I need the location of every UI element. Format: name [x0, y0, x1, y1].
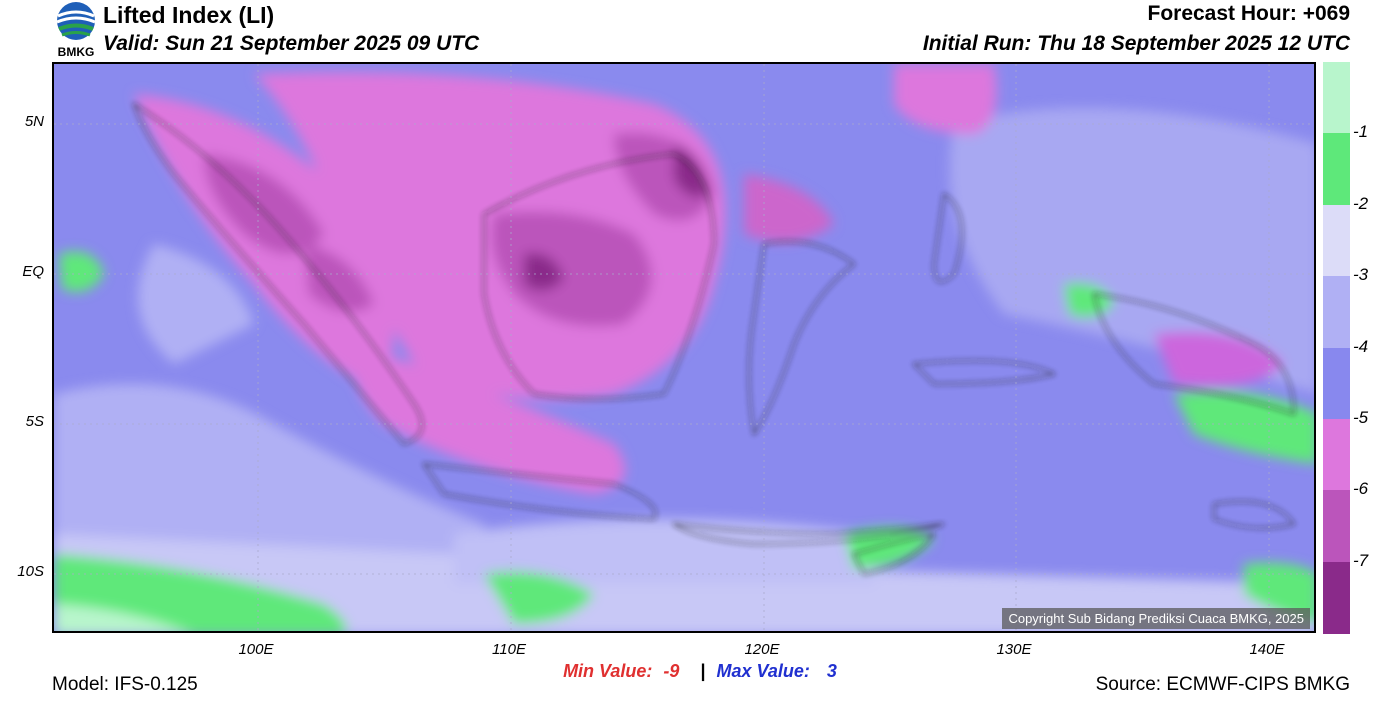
lat-label-eq: EQ [22, 263, 44, 280]
lifted-index-map: Copyright Sub Bidang Prediksi Cuaca BMKG… [52, 62, 1316, 633]
colorbar-segment [1323, 62, 1350, 134]
colorbar-tick-label: -7 [1353, 550, 1369, 570]
lon-label-100e: 100E [238, 641, 274, 658]
li-field-contours [54, 64, 1314, 631]
colorbar-segment [1323, 561, 1350, 634]
lat-label-5n: 5N [24, 113, 44, 130]
colorbar-tick-label: -5 [1353, 407, 1369, 427]
max-value-label: Max Value: [716, 661, 810, 681]
max-value: 3 [826, 661, 837, 681]
bmkg-logo: BMKG [52, 0, 100, 60]
model-info: Model: IFS-0.125 [52, 674, 198, 695]
colorbar-segment [1323, 133, 1350, 206]
map-field-svg [54, 64, 1314, 631]
lat-label-10s: 10S [17, 563, 44, 580]
colorbar-segment [1323, 490, 1350, 563]
lon-label-120e: 120E [744, 641, 780, 658]
lat-label-5s: 5S [25, 413, 44, 430]
colorbar-segment [1323, 204, 1350, 277]
bmkg-logo-text: BMKG [57, 45, 95, 59]
initial-run: Initial Run: Thu 18 September 2025 12 UT… [922, 32, 1350, 55]
min-value: -9 [663, 661, 680, 681]
chart-title: Lifted Index (LI) [103, 2, 275, 28]
colorbar-tick-label: -1 [1353, 122, 1369, 142]
colorbar-segment [1323, 347, 1350, 420]
stats-separator: | [700, 661, 706, 681]
coastlines [132, 102, 1295, 575]
bmkg-globe-icon [56, 2, 96, 40]
colorbar-segment [1323, 418, 1350, 491]
colorbar-tick-label: -2 [1353, 193, 1369, 213]
colorbar-segment [1323, 276, 1350, 348]
forecast-hour: Forecast Hour: +069 [1147, 2, 1351, 25]
colorbar-tick-label: -3 [1353, 265, 1369, 285]
lon-label-130e: 130E [996, 641, 1032, 658]
source-info: Source: ECMWF-CIPS BMKG [1095, 674, 1350, 695]
colorbar-tick-label: -4 [1353, 336, 1369, 356]
colorbar-tick-label: -6 [1353, 479, 1369, 499]
copyright-notice: Copyright Sub Bidang Prediksi Cuaca BMKG… [1002, 608, 1310, 629]
colorbar [1323, 62, 1350, 634]
min-max-stats: Min Value: -9 | Max Value: 3 [0, 661, 1400, 682]
graticule [54, 64, 1314, 631]
lon-label-110e: 110E [492, 641, 526, 658]
lon-label-140e: 140E [1249, 641, 1285, 658]
valid-time: Valid: Sun 21 September 2025 09 UTC [103, 32, 480, 55]
min-value-label: Min Value: [563, 661, 653, 681]
